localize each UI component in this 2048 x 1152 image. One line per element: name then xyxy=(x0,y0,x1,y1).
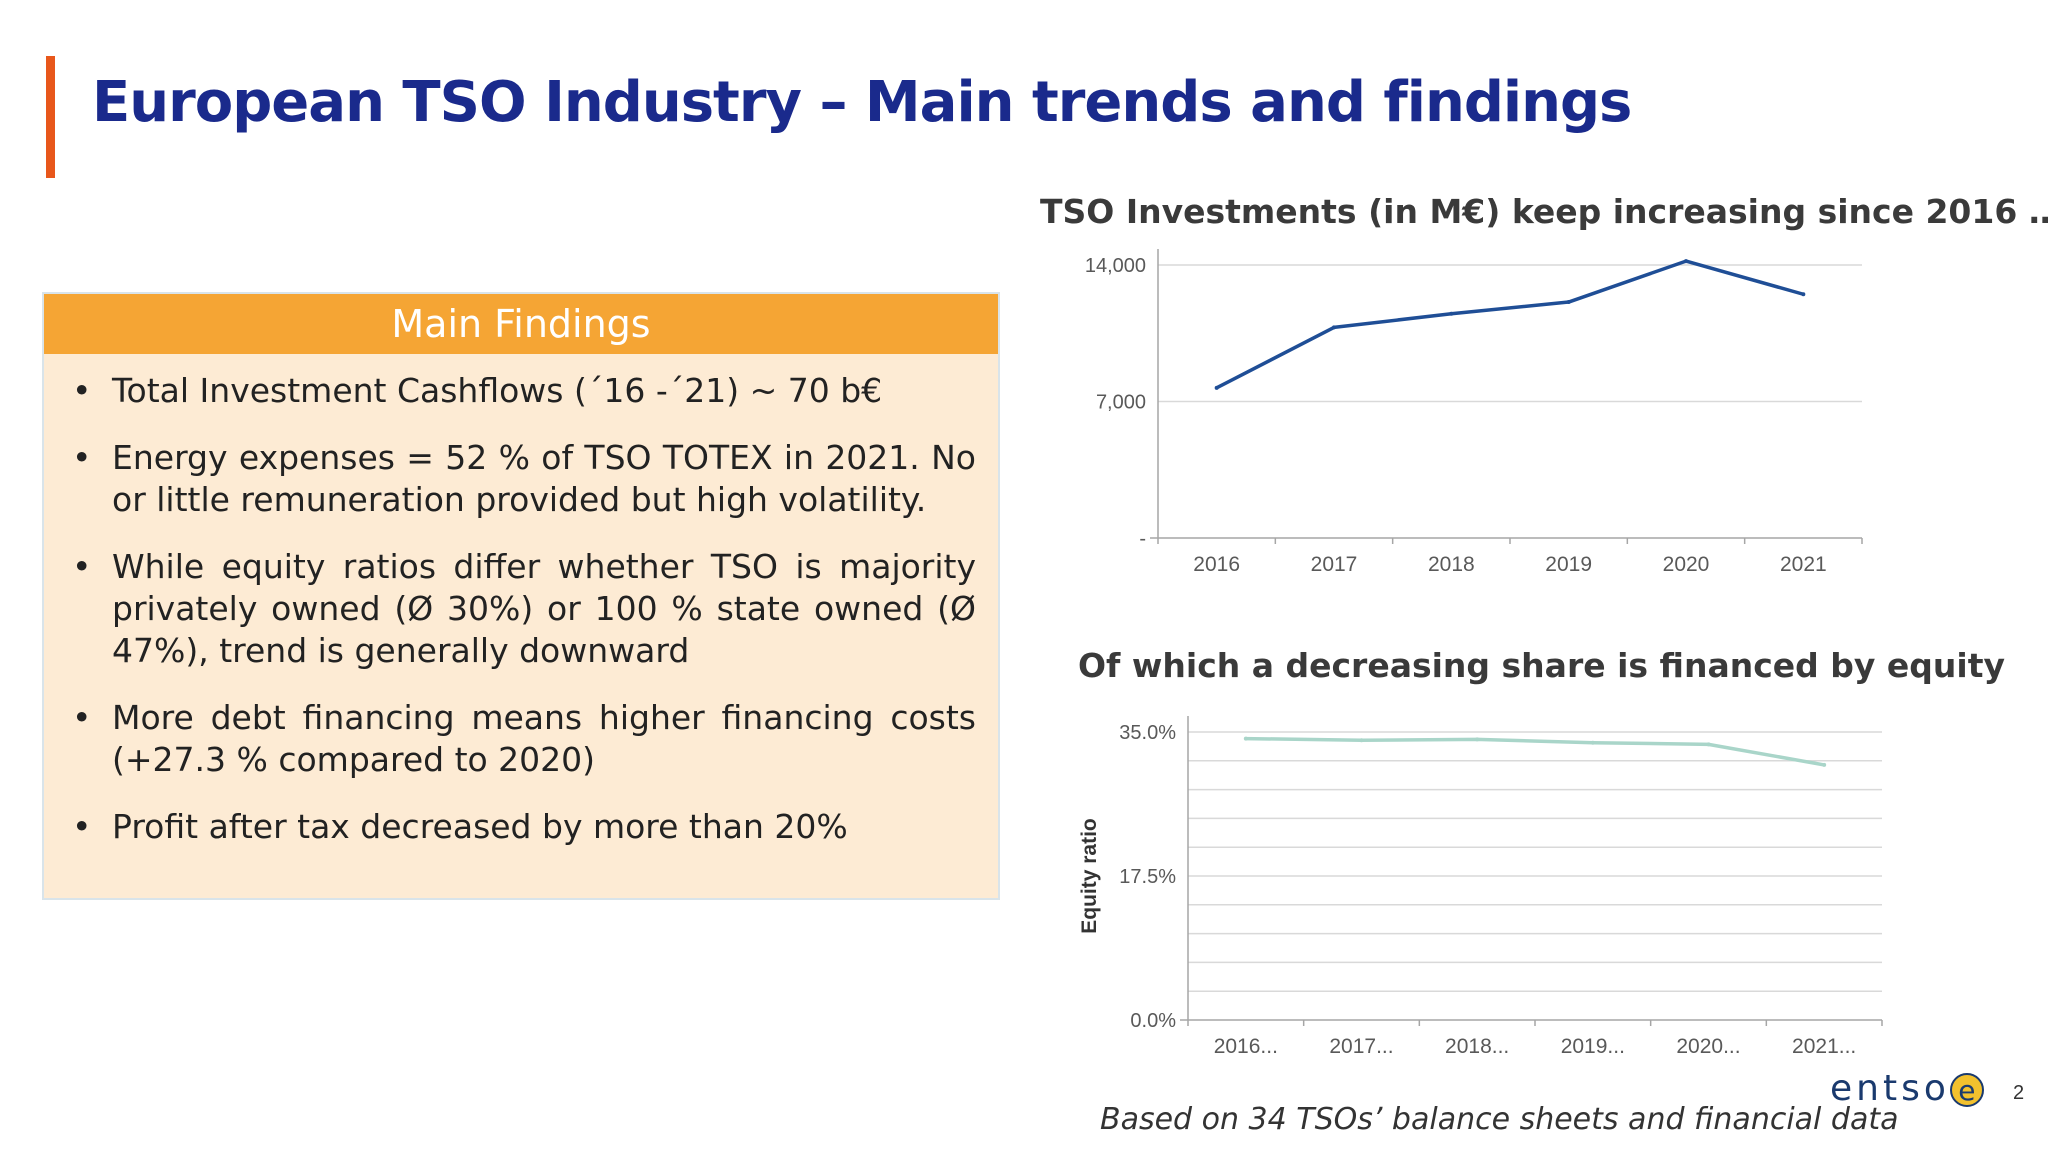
finding-text: More debt financing means higher financi… xyxy=(112,698,976,779)
equity-chart: 0.0% 17.5% 35.0% 2016... 2017... 2018... 2019.… xyxy=(1078,716,1883,1058)
investments-x-tick-label: 2017 xyxy=(1311,553,1358,576)
investments-chart-title: TSO Investments (in M€) keep increasing … xyxy=(1040,192,2048,231)
equity-data-point xyxy=(1706,742,1711,747)
finding-item: • Profit after tax decreased by more than… xyxy=(66,806,976,848)
investments-data-point xyxy=(1449,311,1454,316)
finding-text: Profit after tax decreased by more than … xyxy=(112,807,848,846)
entsoe-logo: entso e xyxy=(1830,1068,1984,1109)
equity-x-tick-label: 2018... xyxy=(1445,1035,1509,1058)
equity-x-tick-label: 2020... xyxy=(1676,1035,1740,1058)
equity-y-tick-label: 0.0% xyxy=(1130,1010,1176,1032)
footnote: Based on 34 TSOs’ balance sheets and fin… xyxy=(1100,1102,1899,1137)
equity-data-point xyxy=(1359,738,1364,743)
investments-x-tick-label: 2020 xyxy=(1663,553,1710,576)
bullet-icon: • xyxy=(72,698,92,737)
investments-y-tick-label: 14,000 xyxy=(1085,255,1146,277)
logo-e-icon: e xyxy=(1949,1073,1984,1107)
equity-y-tick-label: 35.0% xyxy=(1119,722,1176,744)
equity-data-point xyxy=(1822,762,1827,767)
finding-text: Energy expenses = 52 % of TSO TOTEX in 2… xyxy=(112,438,976,519)
page-title: European TSO Industry – Main trends and … xyxy=(92,70,1632,135)
equity-data-point xyxy=(1590,740,1595,745)
finding-item: • Energy expenses = 52 % of TSO TOTEX in … xyxy=(66,437,976,521)
investments-data-point xyxy=(1332,325,1336,330)
bullet-icon: • xyxy=(72,807,92,846)
investments-series-line xyxy=(1215,259,1804,390)
equity-x-tick-label: 2016... xyxy=(1214,1035,1278,1058)
equity-y-tick-label: 17.5% xyxy=(1119,866,1176,888)
investments-data-point xyxy=(1801,292,1806,297)
investments-data-point xyxy=(1566,300,1571,305)
equity-x-tick-label: 2019... xyxy=(1561,1035,1625,1058)
investments-y-tick-label: - xyxy=(1139,528,1146,550)
investments-y-tick-label: 7,000 xyxy=(1096,392,1146,414)
equity-x-tick-label: 2021... xyxy=(1792,1035,1856,1058)
finding-item: • More debt financing means higher finan… xyxy=(66,697,976,781)
bullet-icon: • xyxy=(72,371,92,410)
equity-data-point xyxy=(1243,736,1248,741)
investments-chart: - 7,000 14,000 2016 2017 2018 2019 2020 2021 xyxy=(1085,249,1863,576)
finding-text: Total Investment Cashflows (´16 -´21) ~ … xyxy=(112,371,883,410)
title-accent-bar xyxy=(46,56,55,178)
investments-x-tick-label: 2018 xyxy=(1428,553,1475,576)
findings-list: • Total Investment Cashflows (´16 -´21) ~… xyxy=(44,354,998,848)
equity-chart-title: Of which a decreasing share is financed … xyxy=(1078,646,2006,685)
main-findings-header: Main Findings xyxy=(44,294,998,354)
investments-data-point xyxy=(1684,259,1688,264)
investments-x-tick-label: 2019 xyxy=(1545,553,1592,576)
bullet-icon: • xyxy=(72,438,92,477)
bullet-icon: • xyxy=(72,547,92,586)
investments-x-tick-label: 2021 xyxy=(1780,553,1827,576)
equity-y-axis-label: Equity ratio xyxy=(1078,818,1101,934)
equity-series-line xyxy=(1245,736,1825,767)
equity-x-tick-label: 2017... xyxy=(1329,1035,1393,1058)
finding-text: While equity ratios differ whether TSO i… xyxy=(112,547,976,670)
main-findings-box: Main Findings • Total Investment Cashflow… xyxy=(42,292,1000,900)
equity-data-point xyxy=(1475,737,1480,742)
page-number: 2 xyxy=(2013,1082,2025,1104)
finding-item: • Total Investment Cashflows (´16 -´21) ~… xyxy=(66,370,976,412)
logo-text: entso xyxy=(1830,1068,1950,1109)
finding-item: • While equity ratios differ whether TSO … xyxy=(66,546,976,672)
investments-data-point xyxy=(1214,385,1219,390)
investments-x-tick-label: 2016 xyxy=(1193,553,1240,576)
